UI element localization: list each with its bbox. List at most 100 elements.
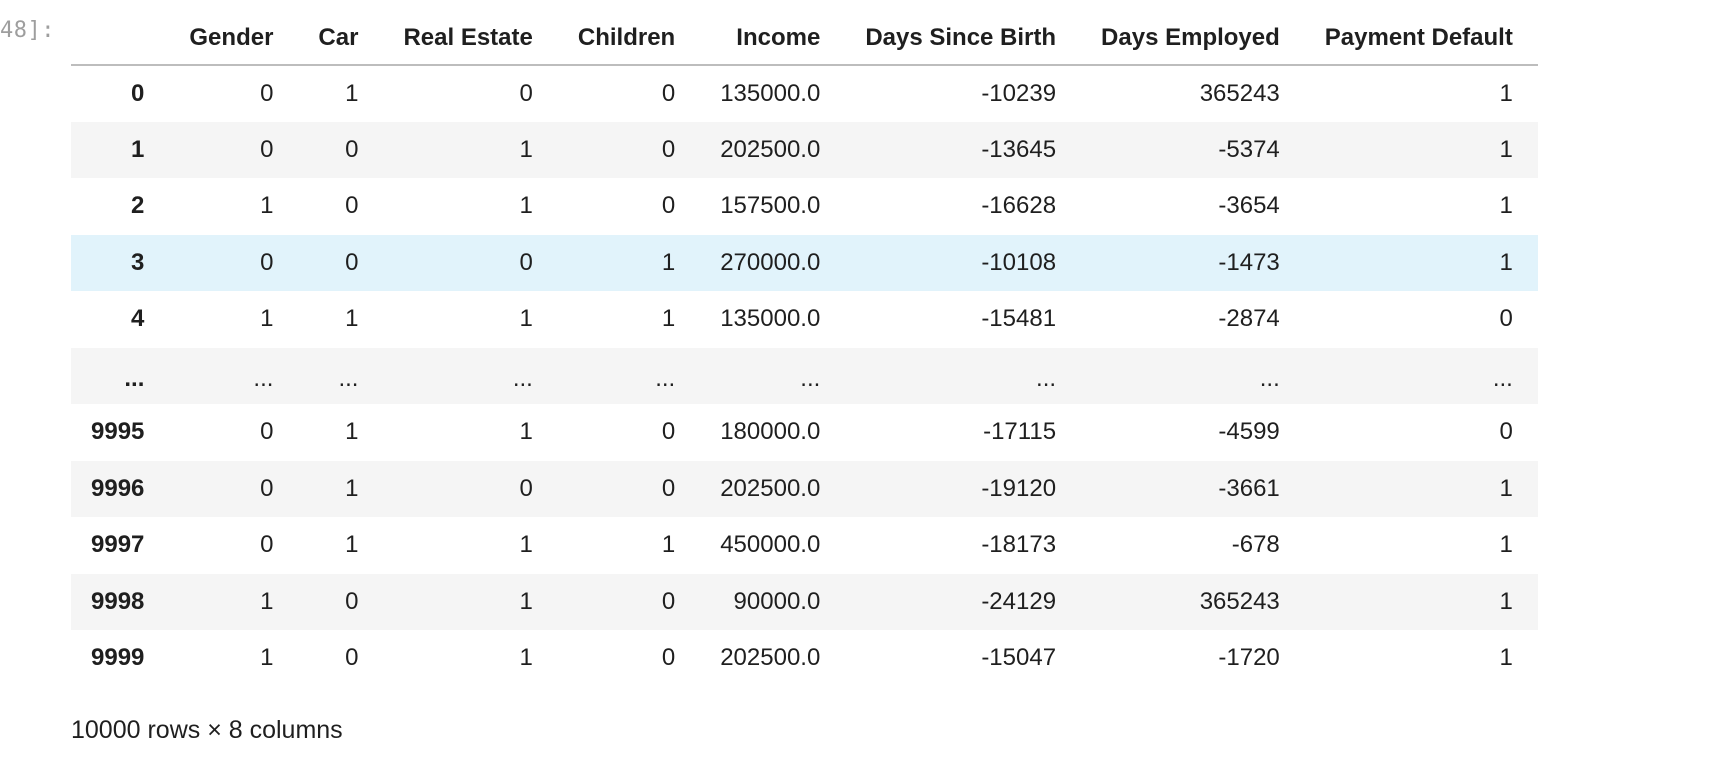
cell-output: Gender Car Real Estate Children Income D… [71, 10, 1538, 687]
table-cell: 0 [345, 248, 359, 276]
table-cell: ... [253, 364, 274, 392]
table-row: 9998 1 0 1 0 90000.0 -24129 365243 1 [71, 573, 1538, 630]
table-cell: 1 [1499, 474, 1513, 502]
table-row: 2 1 0 1 0 157500.0 -16628 -3654 1 [71, 178, 1538, 235]
table-cell: 135000.0 [720, 79, 821, 107]
column-header: Income [700, 10, 846, 66]
row-index: 1 [131, 135, 145, 163]
table-cell: 1 [345, 474, 359, 502]
column-header: Car [298, 10, 384, 66]
table-cell: 0 [519, 474, 533, 502]
table-cell: 0 [345, 587, 359, 615]
row-index: 9997 [91, 531, 145, 559]
table-cell: 0 [260, 531, 274, 559]
table-cell: 0 [661, 474, 676, 502]
table-cell: 1 [1499, 587, 1513, 615]
column-header: Days Since Birth [845, 10, 1082, 66]
table-cell: -10239 [981, 79, 1057, 107]
table-cell: -10108 [981, 248, 1057, 276]
table-cell: -17115 [983, 418, 1057, 446]
table-cell: 0 [661, 192, 676, 220]
table-cell: -5374 [1218, 135, 1280, 163]
table-cell: 0 [260, 418, 274, 446]
table-cell: 0 [345, 192, 359, 220]
table-cell: 202500.0 [720, 135, 821, 163]
table-cell: ... [1259, 364, 1280, 392]
table-cell: 1 [1499, 192, 1513, 220]
cell-execution-prompt: 48]: [0, 18, 55, 43]
table-cell: 1 [345, 79, 359, 107]
table-cell: 1 [260, 644, 274, 672]
table-cell: -15481 [981, 305, 1057, 333]
row-index: 3 [131, 248, 145, 276]
table-cell: 365243 [1199, 79, 1280, 107]
table-cell: 1 [1499, 531, 1513, 559]
table-cell: ... [800, 364, 821, 392]
table-cell: 1 [519, 644, 533, 672]
column-header: Days Employed [1081, 10, 1305, 66]
table-cell: 0 [1499, 418, 1513, 446]
table-cell: -18173 [981, 531, 1057, 559]
table-cell: -678 [1231, 531, 1280, 559]
table-cell: 0 [519, 248, 533, 276]
index-header [71, 10, 170, 66]
table-cell: 135000.0 [720, 305, 821, 333]
table-row: 4 1 1 1 1 135000.0 -15481 -2874 0 [71, 291, 1538, 348]
table-cell: 1 [1499, 135, 1513, 163]
table-cell: 0 [661, 644, 676, 672]
table-row: 9999 1 0 1 0 202500.0 -15047 -1720 1 [71, 630, 1538, 687]
column-header: Real Estate [383, 10, 558, 66]
table-row: 0 0 1 0 0 135000.0 -10239 365243 1 [71, 65, 1538, 122]
table-cell: -2874 [1218, 305, 1280, 333]
table-cell: -1720 [1218, 644, 1280, 672]
table-cell: 1 [1499, 644, 1513, 672]
table-cell: 1 [519, 192, 533, 220]
table-row: 9996 0 1 0 0 202500.0 -19120 -3661 1 [71, 460, 1538, 517]
table-cell: 1 [345, 531, 359, 559]
table-cell: 365243 [1199, 587, 1280, 615]
table-cell: ... [1492, 364, 1513, 392]
column-header: Payment Default [1304, 10, 1538, 66]
table-cell: -16628 [981, 192, 1057, 220]
table-row: 9997 0 1 1 1 450000.0 -18173 -678 1 [71, 517, 1538, 574]
table-cell: 1 [260, 587, 274, 615]
table-cell: 1 [661, 531, 676, 559]
column-header: Children [557, 10, 701, 66]
table-cell: 1 [519, 531, 533, 559]
table-cell: ... [655, 364, 676, 392]
dataframe-shape-summary: 10000 rows × 8 columns [71, 716, 343, 744]
table-cell: ... [512, 364, 533, 392]
table-cell: 0 [519, 79, 533, 107]
table-cell: 1 [519, 418, 533, 446]
table-cell: -13645 [981, 135, 1057, 163]
table-cell: 1 [1499, 79, 1513, 107]
table-cell: 1 [519, 587, 533, 615]
column-header: Gender [169, 10, 299, 66]
table-cell: 1 [519, 135, 533, 163]
table-cell: 1 [345, 305, 359, 333]
table-cell: -4599 [1218, 418, 1280, 446]
table-cell: 0 [345, 644, 359, 672]
table-cell: 0 [260, 474, 274, 502]
table-cell: 0 [260, 248, 274, 276]
table-cell: -15047 [981, 644, 1057, 672]
table-cell: 0 [661, 418, 676, 446]
table-cell: 0 [260, 135, 274, 163]
table-cell: ... [338, 364, 359, 392]
table-cell: 270000.0 [720, 248, 821, 276]
table-cell: 1 [260, 192, 274, 220]
table-cell: -1473 [1218, 248, 1280, 276]
table-cell: 202500.0 [720, 474, 821, 502]
table-body: 0 0 1 0 0 135000.0 -10239 365243 1 1 0 0 1 0 202500.0 -… [71, 65, 1538, 687]
row-index: ... [124, 364, 145, 392]
row-index: 9996 [91, 474, 145, 502]
row-index: 0 [131, 79, 145, 107]
table-cell: 0 [345, 135, 359, 163]
table-cell: -24129 [981, 587, 1057, 615]
table-cell: 0 [661, 79, 676, 107]
table-row: 9995 0 1 1 0 180000.0 -17115 -4599 0 [71, 404, 1538, 461]
table-cell: 202500.0 [720, 644, 821, 672]
table-cell: -3661 [1218, 474, 1280, 502]
table-cell: 1 [661, 248, 676, 276]
dataframe-table: Gender Car Real Estate Children Income D… [71, 10, 1538, 687]
